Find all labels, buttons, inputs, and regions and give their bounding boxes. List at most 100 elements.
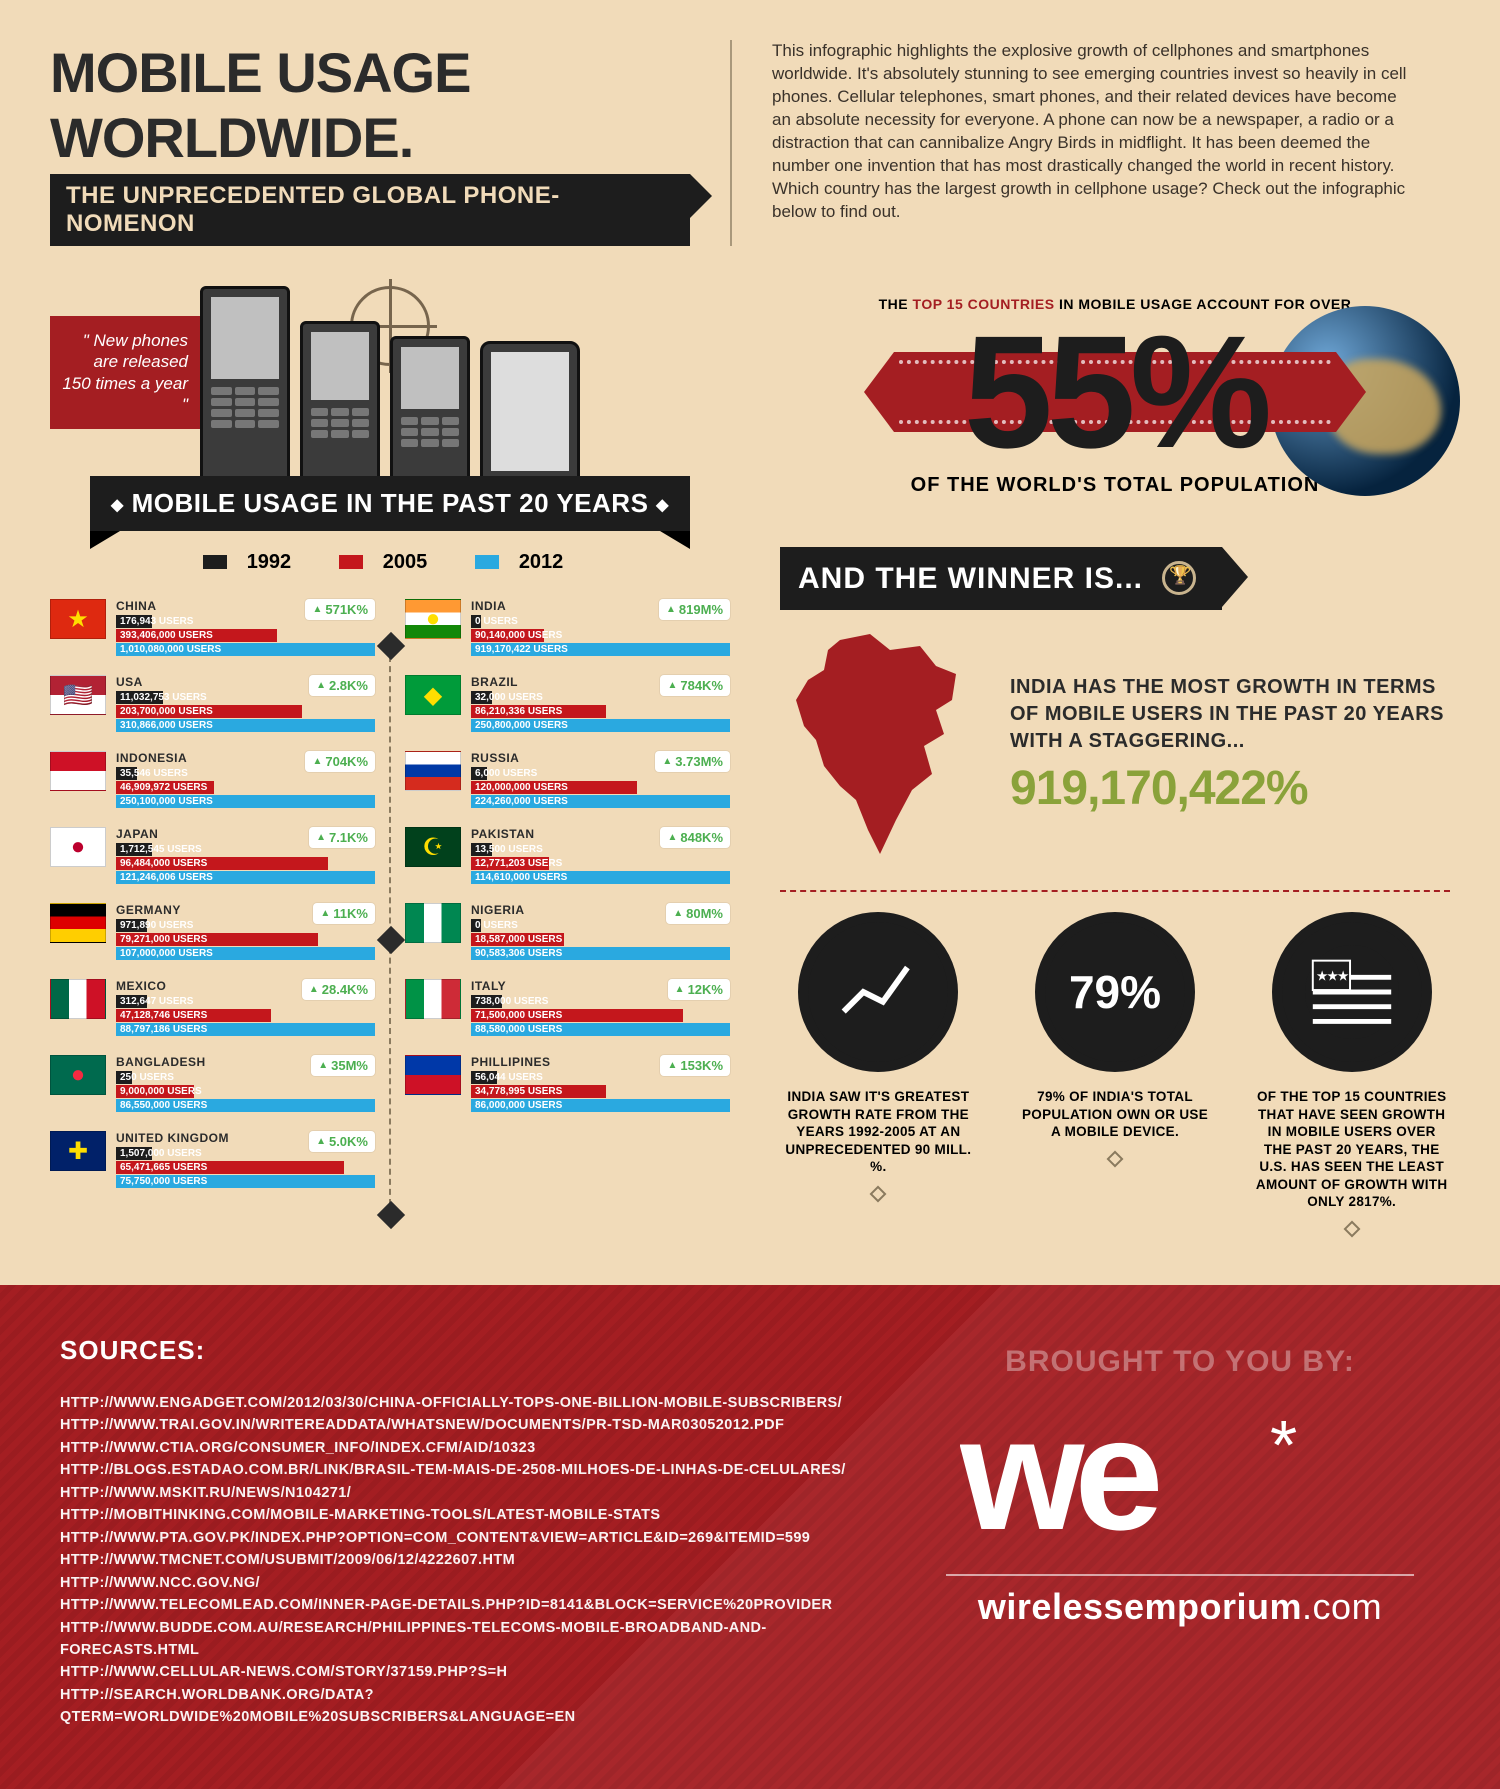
source-item: HTTP://WWW.BUDDE.COM.AU/RESEARCH/PHILIPP… (60, 1617, 860, 1662)
fact-circle-icon: ★★★ (1272, 912, 1432, 1072)
country-row: 🇺🇸 USA 2.8K% 11,032,753 USERS 203,700,00… (50, 675, 375, 733)
fact-text: INDIA SAW IT'S GREATEST GROWTH RATE FROM… (780, 1088, 977, 1176)
bar-2005: 34,778,995 USERS (471, 1085, 606, 1098)
bar-2005: 12,771,203 USERS (471, 857, 549, 870)
section-title-text: MOBILE USAGE IN THE PAST 20 YEARS (132, 488, 649, 518)
bar-1992: 56,044 USERS (471, 1071, 497, 1084)
bar-2012: 86,550,000 USERS (116, 1099, 375, 1112)
fact-circle-icon (798, 912, 958, 1072)
sources-heading: SOURCES: (60, 1335, 860, 1366)
country-row: ★ CHINA 571K% 176,943 USERS 393,406,000 … (50, 599, 375, 657)
bar-2012: 88,797,186 USERS (116, 1023, 375, 1036)
source-item: HTTP://WWW.CTIA.ORG/CONSUMER_INFO/INDEX.… (60, 1437, 860, 1459)
dashed-connector (780, 890, 1450, 892)
flag-icon: ★ (50, 599, 106, 639)
bar-2012: 224,260,000 USERS (471, 795, 730, 808)
country-row: ● INDIA 819M% 0 USERS 90,140,000 USERS 9… (405, 599, 730, 657)
winner-title: AND THE WINNER IS... (780, 547, 1222, 610)
country-row: ITALY 12K% 738,000 USERS 71,500,000 USER… (405, 979, 730, 1037)
bar-2005: 96,484,000 USERS (116, 857, 328, 870)
diamond-icon (377, 1201, 405, 1229)
bar-2012: 250,100,000 USERS (116, 795, 375, 808)
growth-badge: 35M% (311, 1055, 375, 1076)
bar-1992: 35,546 USERS (116, 767, 137, 780)
winner-row: INDIA INDIA HAS THE MOST GROWTH IN TERMS… (780, 630, 1450, 860)
flag-icon: ✚ (50, 1131, 106, 1171)
fact-item: 79% 79% OF INDIA'S TOTAL POPULATION OWN … (1017, 912, 1214, 1235)
flag-icon (50, 751, 106, 791)
svg-text:we: we (960, 1409, 1158, 1563)
phone-icon (390, 336, 470, 496)
fact-item: INDIA SAW IT'S GREATEST GROWTH RATE FROM… (780, 912, 977, 1235)
svg-text:★★★: ★★★ (1316, 970, 1348, 983)
bar-1992: 176,943 USERS (116, 615, 152, 628)
winner-pct: 919,170,422% (1010, 761, 1450, 816)
bar-2012: 90,583,306 USERS (471, 947, 730, 960)
bar-2012: 1,010,080,000 USERS (116, 643, 375, 656)
bar-1992: 11,032,753 USERS (116, 691, 163, 704)
flag-icon: ☪ (405, 827, 461, 867)
winner-line: INDIA INDIA HAS THE MOST GROWTH IN TERMS… (1010, 674, 1450, 755)
country-row: RUSSIA 3.73M% 6,000 USERS 120,000,000 US… (405, 751, 730, 809)
source-item: HTTP://BLOGS.ESTADAO.COM.BR/LINK/BRASIL-… (60, 1459, 860, 1481)
diamond-icon (1107, 1150, 1124, 1167)
header: MOBILE USAGE WORLDWIDE. THE UNPRECEDENTE… (0, 0, 1500, 256)
flag-icon: ◆ (405, 675, 461, 715)
legend: 1992 2005 2012 (50, 551, 730, 574)
bar-1992: 250 USERS (116, 1071, 132, 1084)
flag-icon: ● (50, 827, 106, 867)
bar-1992: 6,000 USERS (471, 767, 487, 780)
bar-1992: 1,507,000 USERS (116, 1147, 152, 1160)
source-item: HTTP://WWW.MSKIT.RU/NEWS/N104271/ (60, 1482, 860, 1504)
pct-value: 55% (954, 320, 1276, 464)
flag-icon (50, 903, 106, 943)
country-row: ◆ BRAZIL 784K% 32,000 USERS 86,210,336 U… (405, 675, 730, 733)
phone-icon (300, 321, 380, 496)
flag-icon (405, 751, 461, 791)
brand-byline: BROUGHT TO YOU BY: (920, 1345, 1440, 1379)
source-item: HTTP://WWW.NCC.GOV.NG/ (60, 1572, 860, 1594)
bar-2005: 90,140,000 USERS (471, 629, 544, 642)
growth-badge: 28.4K% (302, 979, 375, 1000)
growth-badge: 2.8K% (309, 675, 375, 696)
bar-2005: 79,271,000 USERS (116, 933, 318, 946)
india-map-icon (780, 630, 980, 860)
winner-label: AND THE WINNER IS... (798, 562, 1143, 595)
growth-badge: 7.1K% (309, 827, 375, 848)
footer: SOURCES: HTTP://WWW.ENGADGET.COM/2012/03… (0, 1285, 1500, 1789)
divider-dashed (389, 646, 391, 1215)
bar-1992: 0 USERS (471, 919, 481, 932)
country-row: GERMANY 11K% 971,890 USERS 79,271,000 US… (50, 903, 375, 961)
page-title: MOBILE USAGE WORLDWIDE. (50, 40, 690, 170)
bar-2012: 114,610,000 USERS (471, 871, 730, 884)
source-item: HTTP://SEARCH.WORLDBANK.ORG/DATA?QTERM=W… (60, 1684, 860, 1729)
country-row: INDONESIA 704K% 35,546 USERS 46,909,972 … (50, 751, 375, 809)
sources-list: HTTP://WWW.ENGADGET.COM/2012/03/30/CHINA… (60, 1392, 860, 1729)
stats-panel: THE TOP 15 COUNTRIES IN MOBILE USAGE ACC… (780, 286, 1450, 1235)
bar-1992: 971,890 USERS (116, 919, 147, 932)
country-row: PHILLIPINES 153K% 56,044 USERS 34,778,99… (405, 1055, 730, 1113)
section-title: ◆ MOBILE USAGE IN THE PAST 20 YEARS ◆ (90, 476, 690, 531)
bar-2005: 18,587,000 USERS (471, 933, 564, 946)
flag-icon (50, 979, 106, 1019)
bar-1992: 0 USERS (471, 615, 481, 628)
source-item: HTTP://WWW.TMCNET.COM/USUBMIT/2009/06/12… (60, 1549, 860, 1571)
flag-icon (405, 1055, 461, 1095)
bar-1992: 738,000 USERS (471, 995, 502, 1008)
flag-icon: 🇺🇸 (50, 675, 106, 715)
bar-2005: 393,406,000 USERS (116, 629, 277, 642)
bar-2012: 86,000,000 USERS (471, 1099, 730, 1112)
fact-item: ★★★ OF THE TOP 15 COUNTRIES THAT HAVE SE… (1253, 912, 1450, 1235)
header-divider (730, 40, 732, 246)
bar-2005: 86,210,336 USERS (471, 705, 606, 718)
fact-text: OF THE TOP 15 COUNTRIES THAT HAVE SEEN G… (1253, 1088, 1450, 1211)
bar-1992: 1,712,545 USERS (116, 843, 152, 856)
growth-badge: 12K% (668, 979, 730, 1000)
legend-2012: 2012 (519, 551, 564, 574)
phone-icon (480, 341, 580, 496)
brand-logo-icon: we * (960, 1409, 1400, 1569)
page-subtitle: THE UNPRECEDENTED GLOBAL PHONE-NOMENON (50, 174, 690, 246)
country-row: ● BANGLADESH 35M% 250 USERS 9,000,000 US… (50, 1055, 375, 1113)
winner-text: INDIA INDIA HAS THE MOST GROWTH IN TERMS… (1010, 674, 1450, 816)
bar-2005: 46,909,972 USERS (116, 781, 214, 794)
